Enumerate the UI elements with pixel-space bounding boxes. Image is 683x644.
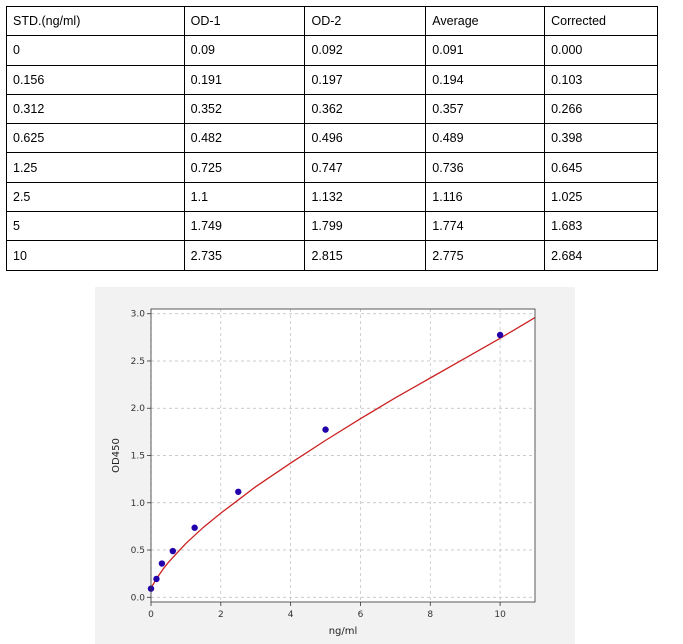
table-cell: 0.091: [425, 35, 546, 66]
table-row: 10 2.735 2.815 2.775 2.684: [6, 240, 658, 271]
table-cell: 0.352: [183, 93, 306, 125]
chart-svg: 0 2 4 6 8 10 0.0 0.5 1.0 1.5 2.0 2.5 3.0 ng/ml OD450: [111, 308, 536, 637]
table-cell: 10: [6, 240, 185, 271]
x-tick-label: 2: [218, 610, 224, 620]
x-axis-label: ng/ml: [329, 626, 358, 637]
table-cell: 1.683: [544, 211, 658, 242]
table-cell: 0.266: [544, 93, 658, 125]
axis-ticks: 0 2 4 6 8 10 0.0 0.5 1.0 1.5 2.0 2.5 3.0: [131, 310, 506, 620]
table-header-cell: OD-2: [304, 5, 427, 37]
y-tick-label: 1.5: [131, 452, 145, 462]
y-tick-label: 2.5: [131, 357, 145, 367]
table-cell: 0.725: [183, 152, 306, 183]
table-cell: 1.749: [183, 211, 306, 242]
data-point: [153, 575, 160, 583]
y-tick-label: 0.0: [131, 593, 146, 603]
data-point: [496, 331, 504, 339]
table-header-cell: STD.(ng/ml): [6, 5, 185, 37]
y-tick-label: 2.0: [131, 404, 146, 414]
table-cell: 0.191: [183, 64, 306, 95]
table-cell: 0.312: [6, 93, 185, 125]
table-cell: 0.496: [304, 123, 427, 154]
data-point: [191, 524, 198, 531]
standard-table: STD.(ng/ml) OD-1 OD-2 Average Corrected 0 0.09…: [6, 5, 658, 271]
standard-curve-chart: 0 2 4 6 8 10 0.0 0.5 1.0 1.5 2.0 2.5 3.0 ng/ml OD450: [95, 287, 575, 644]
table-cell: 0.156: [6, 64, 185, 95]
data-point: [235, 488, 242, 495]
table-row: 5 1.749 1.799 1.774 1.683: [6, 211, 658, 242]
table-cell: 1.132: [304, 181, 427, 213]
table-cell: 0: [6, 35, 185, 66]
table-cell: 1.116: [425, 181, 546, 213]
table-cell: 0.362: [304, 93, 427, 125]
x-tick-label: 10: [494, 610, 506, 620]
table-cell: 1.025: [544, 181, 658, 213]
x-tick-label: 4: [288, 610, 294, 620]
y-tick-label: 3.0: [131, 310, 146, 320]
table-cell: 0.747: [304, 152, 427, 183]
table-row: 0 0.09 0.092 0.091 0.000: [6, 35, 658, 66]
table-cell: 0.103: [544, 64, 658, 95]
table-header-cell: Average: [425, 5, 546, 37]
table-header-row: STD.(ng/ml) OD-1 OD-2 Average Corrected: [6, 5, 658, 37]
table-cell: 0.194: [425, 64, 546, 95]
y-axis-label: OD450: [111, 438, 122, 473]
table-cell: 0.092: [304, 35, 427, 66]
table-row: 0.625 0.482 0.496 0.489 0.398: [6, 123, 658, 154]
table-cell: 0.736: [425, 152, 546, 183]
table-cell: 0.489: [425, 123, 546, 154]
table-cell: 2.815: [304, 240, 427, 271]
table-cell: 1.774: [425, 211, 546, 242]
table-cell: 1.1: [183, 181, 306, 213]
x-tick-label: 0: [148, 610, 154, 620]
table-cell: 0.625: [6, 123, 185, 154]
table-cell: 2.684: [544, 240, 658, 271]
x-tick-label: 8: [427, 610, 433, 620]
table-cell: 0.398: [544, 123, 658, 154]
table-cell: 0.000: [544, 35, 658, 66]
table-header-cell: OD-1: [183, 5, 306, 37]
grid-lines: [150, 309, 535, 602]
table-row: 0.156 0.191 0.197 0.194 0.103: [6, 64, 658, 95]
table-cell: 0.09: [183, 35, 306, 66]
data-point: [158, 560, 166, 567]
x-tick-label: 6: [358, 610, 364, 620]
table-cell: 1.25: [6, 152, 185, 183]
table-cell: 0.645: [544, 152, 658, 183]
table-cell: 1.799: [304, 211, 427, 242]
y-tick-label: 0.5: [131, 546, 145, 556]
table-cell: 0.482: [183, 123, 306, 154]
table-cell: 2.735: [183, 240, 306, 271]
table-cell: 0.197: [304, 64, 427, 95]
data-point: [169, 547, 177, 555]
table-row: 1.25 0.725 0.747 0.736 0.645: [6, 152, 658, 183]
data-point: [322, 426, 329, 433]
fit-curve-line: [150, 316, 536, 589]
table-row: 0.312 0.352 0.362 0.357 0.266: [6, 93, 658, 125]
table-row: 2.5 1.1 1.132 1.116 1.025: [6, 181, 658, 213]
table-header-cell: Corrected: [544, 5, 658, 37]
table-cell: 0.357: [425, 93, 546, 125]
table-cell: 2.5: [6, 181, 185, 213]
y-tick-label: 1.0: [131, 499, 146, 509]
table-cell: 2.775: [425, 240, 546, 271]
table-cell: 5: [6, 211, 185, 242]
